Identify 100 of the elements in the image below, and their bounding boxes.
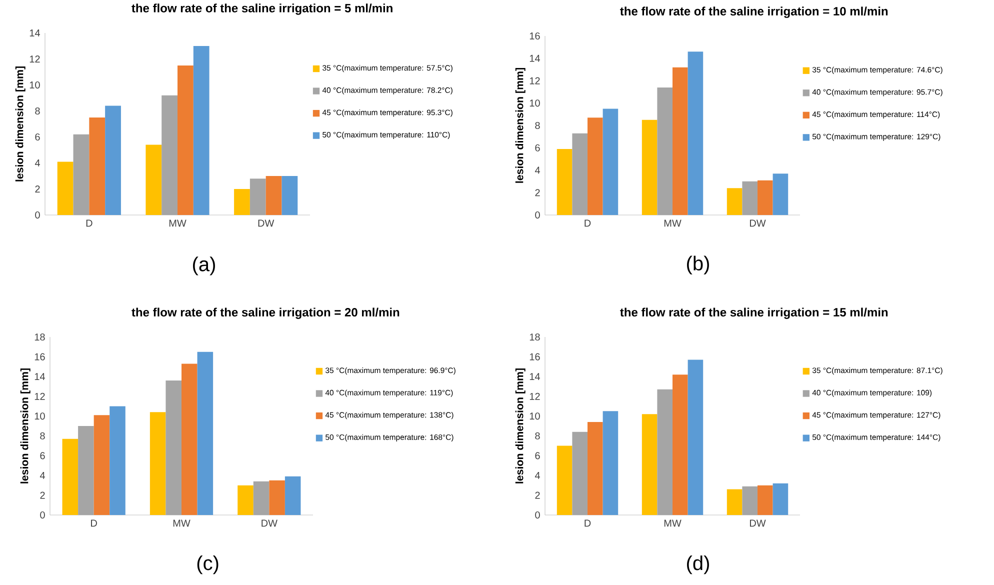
y-axis-title: lesion dimension [mm]: [15, 66, 26, 182]
bar: [193, 46, 210, 215]
y-axis-title: lesion dimension [mm]: [515, 68, 526, 183]
y-tick-label: 10: [34, 412, 45, 420]
bar: [250, 178, 266, 215]
bar: [284, 476, 301, 515]
bar: [642, 120, 658, 215]
y-tick-label: 14: [34, 373, 45, 380]
chart-title: the flow rate of the saline irrigation = 5 ml/min: [132, 4, 392, 15]
bar: [105, 106, 121, 215]
bar: [178, 65, 194, 215]
bar: [182, 364, 198, 515]
y-tick-label: 0: [40, 511, 45, 519]
x-tick-label: MW: [169, 220, 186, 227]
y-tick-label: 4: [34, 160, 40, 166]
bar: [146, 144, 162, 215]
y-tick-label: 2: [40, 492, 45, 499]
bar: [772, 483, 788, 515]
bar: [166, 380, 182, 515]
y-tick-label: 12: [530, 77, 540, 84]
y-tick-label: 4: [40, 472, 45, 479]
bar: [197, 352, 214, 515]
y-tick-label: 10: [30, 81, 40, 89]
x-tick-label: DW: [258, 220, 274, 227]
bar: [688, 360, 704, 515]
y-tick-label: 18: [530, 333, 540, 341]
x-tick-label: MW: [173, 520, 190, 527]
bar: [758, 180, 773, 215]
y-tick-label: 12: [530, 392, 540, 400]
bar: [588, 118, 603, 215]
bar: [234, 188, 250, 215]
y-tick-label: 0: [35, 211, 40, 219]
y-tick-label: 12: [30, 56, 40, 62]
y-tick-label: 6: [40, 452, 45, 460]
bar: [642, 414, 658, 515]
y-tick-label: 8: [535, 432, 540, 440]
text: (d): [687, 556, 709, 574]
y-tick-label: 10: [530, 100, 540, 107]
bar: [269, 480, 285, 515]
bar: [726, 188, 742, 215]
bar: [89, 117, 106, 215]
y-tick-label: 0: [535, 511, 540, 519]
bar: [588, 422, 603, 515]
y-tick-label: 6: [35, 133, 40, 141]
chart-title: the flow rate of the saline irrigation = 15 ml/min: [620, 308, 888, 319]
text: (a): [193, 256, 215, 276]
bar: [162, 95, 178, 215]
bar: [572, 133, 588, 215]
bar: [78, 426, 94, 515]
x-tick-label: D: [584, 220, 591, 227]
bar: [62, 438, 78, 515]
bar: [238, 485, 254, 515]
bar: [150, 412, 166, 515]
x-tick-label: DW: [262, 520, 278, 527]
bar: [657, 389, 673, 515]
text: (b): [687, 256, 709, 274]
bar: [73, 134, 90, 215]
y-tick-label: 2: [535, 189, 540, 196]
bar: [772, 174, 788, 215]
bar: [758, 485, 773, 515]
chart-title: the flow rate of the saline irrigation = 20 ml/min: [132, 308, 400, 319]
bar: [282, 176, 298, 215]
bar: [572, 432, 588, 515]
y-tick-label: 4: [534, 472, 540, 479]
y-tick-label: 14: [530, 54, 540, 62]
bar: [657, 87, 673, 215]
y-tick-label: 8: [535, 122, 540, 130]
x-tick-label: MW: [664, 520, 682, 527]
x-tick-label: MW: [664, 220, 682, 227]
bar: [688, 52, 704, 215]
y-axis-title: lesion dimension [mm]: [515, 368, 526, 484]
y-tick-label: 8: [40, 432, 45, 440]
chart-title: the flow rate of the saline irrigation = 10 ml/min: [620, 6, 888, 18]
bar: [602, 411, 618, 515]
bar: [266, 176, 282, 215]
y-tick-label: 18: [34, 333, 45, 341]
y-tick-label: 16: [530, 32, 540, 40]
x-tick-label: D: [86, 220, 92, 227]
y-tick-label: 8: [35, 107, 40, 115]
bar: [253, 481, 270, 515]
x-tick-label: DW: [750, 520, 766, 527]
y-tick-label: 10: [530, 412, 540, 420]
bar: [94, 415, 110, 515]
x-tick-label: DW: [750, 220, 766, 227]
y-tick-label: 6: [535, 452, 540, 460]
y-tick-label: 0: [535, 211, 540, 219]
y-tick-label: 4: [534, 166, 540, 174]
y-tick-label: 2: [35, 186, 40, 192]
y-axis-title: lesion dimension [mm]: [20, 368, 30, 484]
bar: [556, 446, 572, 515]
x-tick-label: D: [584, 520, 591, 527]
y-tick-label: 12: [34, 392, 45, 400]
bar: [602, 108, 618, 215]
y-tick-label: 16: [530, 353, 540, 360]
y-tick-label: 14: [30, 30, 40, 36]
bar: [742, 486, 758, 515]
y-tick-label: 14: [530, 373, 540, 380]
text: (c): [197, 556, 218, 574]
bar: [110, 406, 126, 515]
bar: [556, 148, 572, 215]
